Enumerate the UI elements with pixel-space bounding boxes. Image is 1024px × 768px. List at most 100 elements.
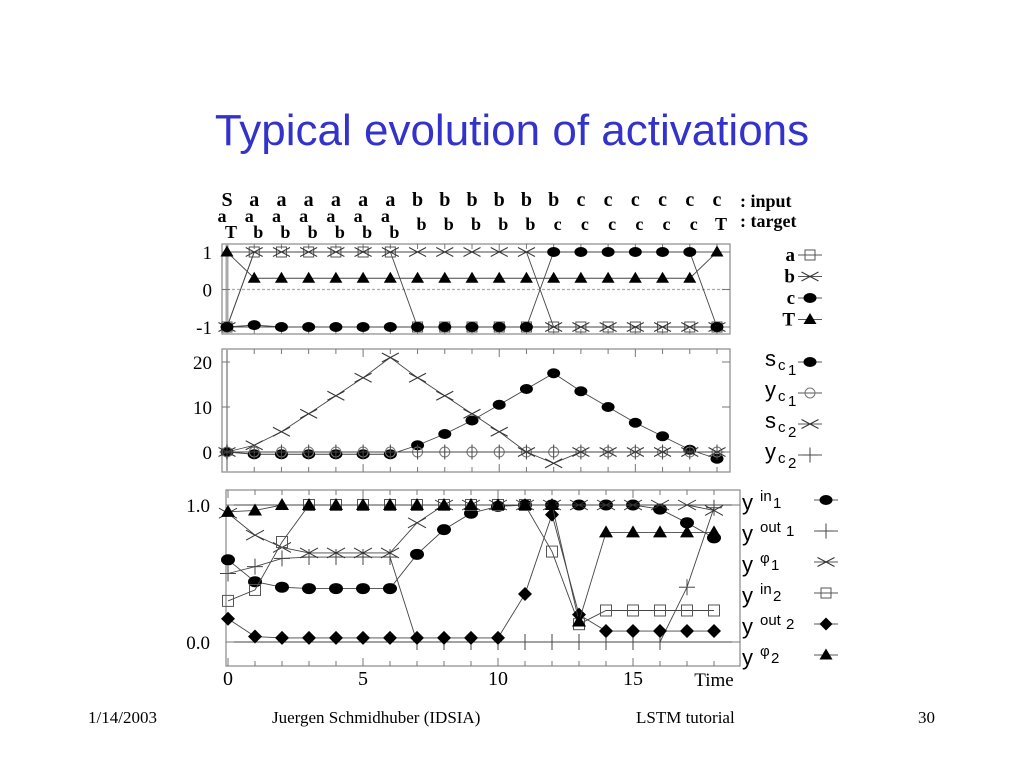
legend-label: y [742,521,753,546]
data-point-s_c2 [299,408,318,419]
legend-label: y [765,439,776,464]
data-point-y_c2 [491,444,507,460]
data-point-y^out1 [220,565,236,582]
y-tick-label: 10 [193,398,212,419]
y-tick-label: 1 [203,243,213,264]
data-point-T [411,271,425,283]
data-point-y^phi2 [464,498,478,510]
data-point-s_c2 [408,372,427,383]
legend-marker-T [803,313,817,324]
target-symbol: b [308,222,318,242]
data-point-b [408,247,427,257]
y-tick-label: 0.0 [186,633,210,654]
input-symbol: c [604,189,613,211]
legend-item-y^out1: y out 1 [742,519,838,546]
data-point-y^out1 [382,549,398,566]
data-point-y^phi2 [491,498,505,510]
legend-item-T: T [782,310,822,331]
legend-label-superscript: in [760,488,772,505]
legend-label-superscript: φ [760,550,770,567]
data-point-T [383,271,397,283]
y-tick-label: 1.0 [186,496,210,517]
data-point-s_c2 [272,426,291,437]
legend-marker-y^phi2 [819,648,833,660]
data-point-y^out1 [301,549,317,566]
data-point-y^in2 [627,604,639,617]
data-point-c [656,247,670,257]
data-point-b [653,322,672,332]
footer-topic: LSTM tutorial [636,708,735,727]
data-point-y_c2 [518,444,534,460]
data-point-y^out2 [356,630,370,645]
x-tick-label: 0 [223,668,233,690]
data-point-b [626,322,645,332]
legend-label: y [742,645,753,670]
data-point-c [710,322,724,332]
input-symbol: S [221,189,232,211]
legend-label-superscript: out [760,519,782,536]
data-point-s_c1 [628,417,642,428]
data-point-y_c2 [600,444,616,460]
data-point-s_c2 [436,390,454,401]
target-symbol: a [381,206,390,226]
data-point-b [463,247,481,257]
data-point-s_c1 [465,415,479,426]
legend-label-superscript: in [760,581,772,598]
data-point-s_c2 [327,390,345,401]
input-symbol: a [304,189,314,211]
data-point-T [274,271,288,283]
legend-marker-s_c2 [801,419,819,429]
target-symbol: c [581,214,589,234]
data-point-y^in1 [275,581,289,593]
data-point-y^phi2 [626,525,640,538]
legend-label: y [742,583,753,608]
input-symbol: a [249,189,259,211]
data-point-T [492,271,506,283]
data-point-y_c2 [382,444,398,460]
data-point-T [710,245,724,257]
legend-label-superscript: φ [760,643,770,660]
legend-label-index: 2 [788,455,796,472]
data-point-s_c1 [601,402,615,412]
legend-label-index: 1 [786,523,794,540]
input-symbol: b [412,189,423,211]
legend-label-index: 2 [786,616,794,633]
data-point-y^out2 [518,587,532,602]
input-symbol: c [658,189,667,211]
legend-label: y [742,614,753,639]
legend-label-index: 2 [771,650,779,667]
legend-marker-y_c2 [802,447,818,463]
data-point-c [628,247,642,257]
legend-label-subscript: c [778,450,786,467]
data-point-y_c2 [410,444,426,460]
legend-label: s [765,408,776,433]
data-point-y^out2 [599,624,613,639]
target-symbol: a [299,206,308,226]
target-symbol: T [715,214,727,234]
data-point-y_c2 [464,444,480,460]
input-symbol: c [713,189,722,211]
legend-label-index: 1 [788,362,796,379]
data-point-y^out2 [653,624,667,639]
input-symbol: c [576,189,585,211]
data-point-s_c1 [547,368,561,379]
input-symbol: b [466,189,477,211]
legend-item-y^in2: y in 2 [742,581,838,608]
data-point-y^out1 [571,634,587,650]
legend-marker-y^out2 [819,617,833,631]
data-point-y^in1 [383,583,397,595]
target-symbol: a [245,206,254,226]
data-point-c [274,322,288,332]
data-point-y^phi1 [569,499,589,511]
legend-label: s [765,346,776,371]
data-point-T [220,245,234,257]
data-point-y^in2 [546,545,558,558]
legend-label-subscript: c [778,388,786,405]
data-point-c [411,322,425,332]
data-point-y_c2 [273,444,289,460]
data-point-c [329,322,343,332]
data-point-y^out1 [274,550,290,567]
data-point-c [683,247,697,257]
